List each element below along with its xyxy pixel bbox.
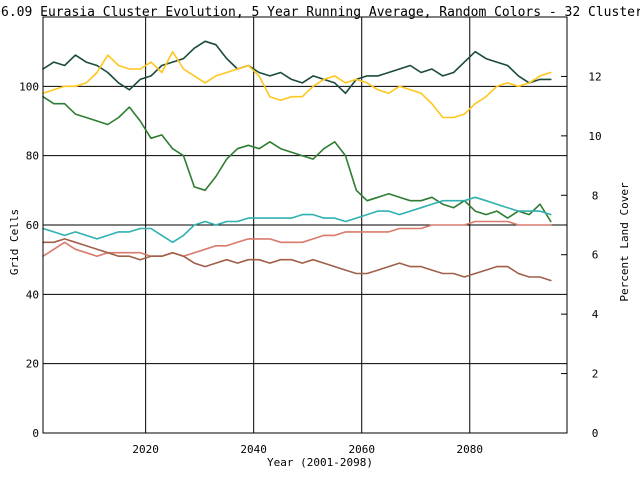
y-tick-label: 20 xyxy=(26,358,39,371)
series-line xyxy=(42,196,552,244)
y2-tick-label: 8 xyxy=(592,189,599,202)
y2-tick-label: 10 xyxy=(588,130,601,143)
y2-tick-label: 4 xyxy=(592,308,599,321)
x-tick-label: 2040 xyxy=(240,443,267,456)
x-tick-label: 2080 xyxy=(457,443,484,456)
series-line xyxy=(42,40,552,95)
grid-lines xyxy=(43,17,567,433)
series-line xyxy=(42,95,552,223)
y-tick-label: 100 xyxy=(19,80,39,93)
y-tick-label: 60 xyxy=(26,219,39,232)
x-tick-label: 2020 xyxy=(132,443,159,456)
y-tick-label: 0 xyxy=(32,427,39,440)
y2-tick-label: 6 xyxy=(592,249,599,262)
series-lines xyxy=(42,40,552,282)
x-tick-label: 2060 xyxy=(348,443,375,456)
y-tick-label: 40 xyxy=(26,288,39,301)
series-line xyxy=(42,220,552,258)
x-axis-label: Year (2001-2098) xyxy=(267,456,373,469)
y2-tick-label: 0 xyxy=(592,427,599,440)
y-tick-label: 80 xyxy=(26,150,39,163)
plot-frame xyxy=(42,16,568,434)
y2-tick-label: 12 xyxy=(588,70,601,83)
y2-axis-label: Percent Land Cover xyxy=(618,182,631,302)
y2-tick-label: 2 xyxy=(592,368,599,381)
series-line xyxy=(42,50,552,119)
y-axis-label: Grid Cells xyxy=(8,209,21,275)
series-line xyxy=(42,238,552,282)
chart-title: B06.09 Eurasia Cluster Evolution, 5 Year… xyxy=(0,5,640,20)
